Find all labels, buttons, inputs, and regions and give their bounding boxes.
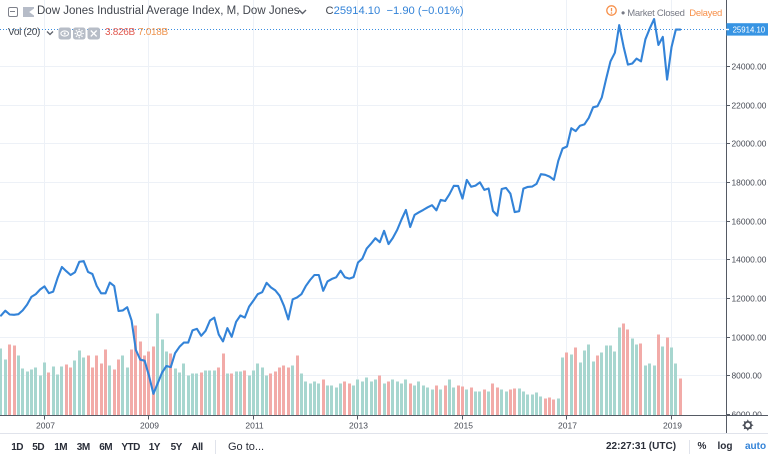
svg-text:25914.10: 25914.10 xyxy=(733,25,766,34)
svg-text:8000.00: 8000.00 xyxy=(732,371,763,381)
svg-text:2017: 2017 xyxy=(558,420,577,430)
svg-text:22000.00: 22000.00 xyxy=(732,101,767,111)
svg-text:14000.00: 14000.00 xyxy=(732,255,767,265)
svg-text:12000.00: 12000.00 xyxy=(732,294,767,304)
svg-text:20000.00: 20000.00 xyxy=(732,139,767,149)
svg-text:2007: 2007 xyxy=(36,420,55,430)
svg-text:2011: 2011 xyxy=(245,420,264,430)
svg-text:10000.00: 10000.00 xyxy=(732,333,767,343)
svg-text:24000.00: 24000.00 xyxy=(732,62,767,72)
svg-text:2019: 2019 xyxy=(663,420,682,430)
svg-text:2015: 2015 xyxy=(454,420,473,430)
svg-text:6000.00: 6000.00 xyxy=(732,410,763,420)
svg-text:18000.00: 18000.00 xyxy=(732,178,767,188)
svg-text:2009: 2009 xyxy=(140,420,159,430)
svg-text:16000.00: 16000.00 xyxy=(732,217,767,227)
svg-text:2013: 2013 xyxy=(349,420,368,430)
